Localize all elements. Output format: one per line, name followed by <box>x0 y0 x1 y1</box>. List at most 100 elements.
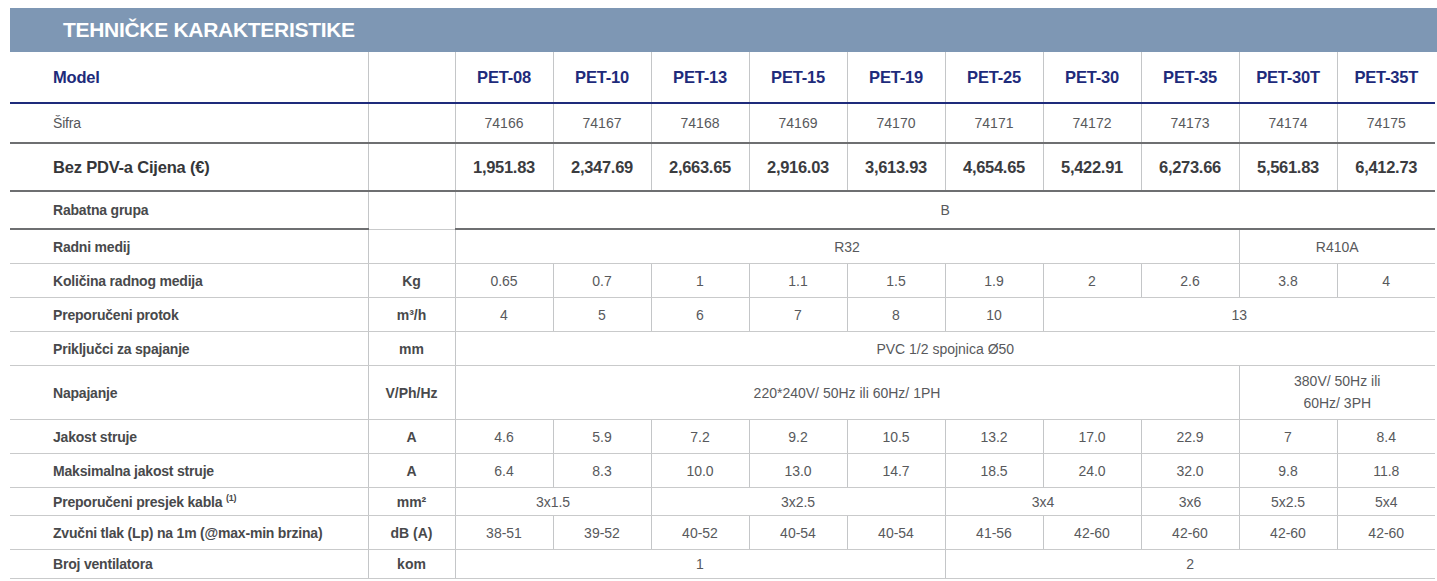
cell-model-0: PET-08 <box>455 52 553 103</box>
row-napajanje-label: Napajanje <box>10 366 368 420</box>
cell-jakost-0: 4.6 <box>455 420 553 454</box>
cell-jakost-6: 17.0 <box>1043 420 1141 454</box>
row-jakost: Jakost strujeA4.65.97.29.210.513.217.022… <box>10 420 1435 454</box>
row-presjek-label-footnote: (1) <box>226 493 236 503</box>
row-zvucni: Zvučni tlak (Lp) na 1m (@max-min brzina)… <box>10 516 1435 550</box>
row-model-label: Model <box>10 52 368 103</box>
spec-table: ModelPET-08PET-10PET-13PET-15PET-19PET-2… <box>10 52 1435 579</box>
cell-protok-6: 13 <box>1043 298 1435 332</box>
cell-price-2: 2,663.65 <box>651 143 749 191</box>
cell-jakost-4: 10.5 <box>847 420 945 454</box>
cell-radni-0: R32 <box>455 229 1239 264</box>
row-model-unit <box>368 52 455 103</box>
row-protok: Preporučeni protokm³/h456781013 <box>10 298 1435 332</box>
row-sifra-label: Šifra <box>10 103 368 143</box>
cell-model-9: PET-35T <box>1337 52 1435 103</box>
row-rabatna-label: Rabatna grupa <box>10 191 368 229</box>
row-jakost-label: Jakost struje <box>10 420 368 454</box>
cell-kolicina-7: 2.6 <box>1141 264 1239 298</box>
cell-zvucni-0: 38-51 <box>455 516 553 550</box>
spec-table-body: ModelPET-08PET-10PET-13PET-15PET-19PET-2… <box>10 52 1435 579</box>
cell-kolicina-9: 4 <box>1337 264 1435 298</box>
cell-sifra-5: 74171 <box>945 103 1043 143</box>
row-napajanje: NapajanjeV/Ph/Hz220*240V/ 50Hz ili 60Hz/… <box>10 366 1435 420</box>
row-jakost-unit: A <box>368 420 455 454</box>
cell-presjek-2: 3x4 <box>945 488 1141 516</box>
cell-jakost-5: 13.2 <box>945 420 1043 454</box>
cell-price-1: 2,347.69 <box>553 143 651 191</box>
cell-price-4: 3,613.93 <box>847 143 945 191</box>
row-prikljucci: Priključci za spajanjemmPVC 1/2 spojnica… <box>10 332 1435 366</box>
row-zvucni-label: Zvučni tlak (Lp) na 1m (@max-min brzina) <box>10 516 368 550</box>
cell-maks-0: 6.4 <box>455 454 553 488</box>
row-rabatna-unit <box>368 191 455 229</box>
row-model: ModelPET-08PET-10PET-13PET-15PET-19PET-2… <box>10 52 1435 103</box>
cell-presjek-3: 3x6 <box>1141 488 1239 516</box>
cell-zvucni-9: 42-60 <box>1337 516 1435 550</box>
spec-sheet: TEHNIČKE KARAKTERISTIKE Model PET-08 PET-1… <box>0 0 1437 581</box>
cell-jakost-3: 9.2 <box>749 420 847 454</box>
cell-rabatna-0: B <box>455 191 1435 229</box>
cell-jakost-9: 8.4 <box>1337 420 1435 454</box>
row-kolicina-unit: Kg <box>368 264 455 298</box>
cell-protok-4: 8 <box>847 298 945 332</box>
cell-maks-3: 13.0 <box>749 454 847 488</box>
cell-radni-1: R410A <box>1239 229 1435 264</box>
row-prikljucci-label: Priključci za spajanje <box>10 332 368 366</box>
cell-prikljucci-0: PVC 1/2 spojnica Ø50 <box>455 332 1435 366</box>
cell-sifra-8: 74174 <box>1239 103 1337 143</box>
row-napajanje-unit: V/Ph/Hz <box>368 366 455 420</box>
cell-model-3: PET-15 <box>749 52 847 103</box>
cell-maks-2: 10.0 <box>651 454 749 488</box>
cell-price-3: 2,916.03 <box>749 143 847 191</box>
cell-zvucni-5: 41-56 <box>945 516 1043 550</box>
cell-sifra-2: 74168 <box>651 103 749 143</box>
cell-kolicina-5: 1.9 <box>945 264 1043 298</box>
cell-maks-7: 32.0 <box>1141 454 1239 488</box>
cell-zvucni-4: 40-54 <box>847 516 945 550</box>
cell-maks-5: 18.5 <box>945 454 1043 488</box>
cell-napajanje-0: 220*240V/ 50Hz ili 60Hz/ 1PH <box>455 366 1239 420</box>
cell-jakost-2: 7.2 <box>651 420 749 454</box>
cell-jakost-7: 22.9 <box>1141 420 1239 454</box>
cell-sifra-6: 74172 <box>1043 103 1141 143</box>
cell-maks-8: 9.8 <box>1239 454 1337 488</box>
cell-napajanje-1: 380V/ 50Hz ili 60Hz/ 3PH <box>1239 366 1435 420</box>
cell-kolicina-4: 1.5 <box>847 264 945 298</box>
cell-kolicina-8: 3.8 <box>1239 264 1337 298</box>
row-protok-label: Preporučeni protok <box>10 298 368 332</box>
row-sifra-unit <box>368 103 455 143</box>
cell-maks-9: 11.8 <box>1337 454 1435 488</box>
cell-model-8: PET-30T <box>1239 52 1337 103</box>
row-ventilatora: Broj ventilatorakom12 <box>10 550 1435 579</box>
section-header-bar: TEHNIČKE KARAKTERISTIKE <box>10 8 1437 52</box>
cell-price-8: 5,561.83 <box>1239 143 1337 191</box>
cell-ventilatora-1: 2 <box>945 550 1435 579</box>
cell-presjek-1: 3x2.5 <box>651 488 945 516</box>
cell-price-9: 6,412.73 <box>1337 143 1435 191</box>
cell-price-7: 6,273.66 <box>1141 143 1239 191</box>
cell-protok-3: 7 <box>749 298 847 332</box>
cell-maks-4: 14.7 <box>847 454 945 488</box>
cell-zvucni-2: 40-52 <box>651 516 749 550</box>
row-presjek-unit: mm² <box>368 488 455 516</box>
row-radni-unit <box>368 229 455 264</box>
row-price-unit <box>368 143 455 191</box>
cell-ventilatora-0: 1 <box>455 550 945 579</box>
row-presjek-label: Preporučeni presjek kabla (1) <box>10 488 368 516</box>
section-title: TEHNIČKE KARAKTERISTIKE <box>10 18 355 42</box>
cell-kolicina-1: 0.7 <box>553 264 651 298</box>
row-kolicina: Količina radnog medijaKg0.650.711.11.51.… <box>10 264 1435 298</box>
cell-model-5: PET-25 <box>945 52 1043 103</box>
cell-zvucni-7: 42-60 <box>1141 516 1239 550</box>
cell-price-0: 1,951.83 <box>455 143 553 191</box>
cell-kolicina-0: 0.65 <box>455 264 553 298</box>
cell-presjek-5: 5x4 <box>1337 488 1435 516</box>
cell-zvucni-8: 42-60 <box>1239 516 1337 550</box>
cell-model-2: PET-13 <box>651 52 749 103</box>
row-radni: Radni medijR32R410A <box>10 229 1435 264</box>
cell-price-6: 5,422.91 <box>1043 143 1141 191</box>
row-presjek: Preporučeni presjek kabla (1)mm²3x1.53x2… <box>10 488 1435 516</box>
cell-protok-1: 5 <box>553 298 651 332</box>
cell-protok-5: 10 <box>945 298 1043 332</box>
